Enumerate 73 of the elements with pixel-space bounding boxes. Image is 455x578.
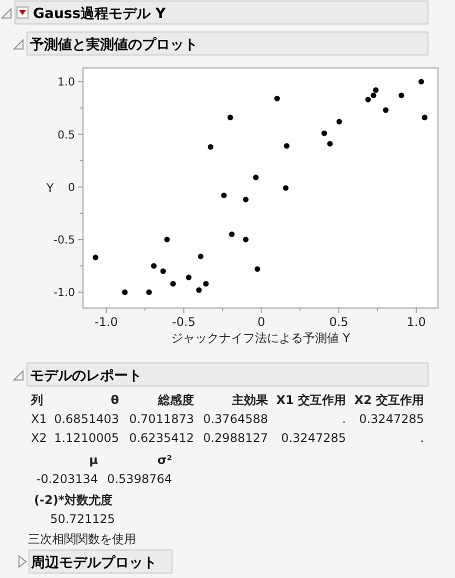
- y-tick-label: -1.0: [54, 286, 75, 300]
- point: [203, 280, 209, 287]
- point: [327, 140, 333, 147]
- text: 0.5398764: [107, 472, 172, 486]
- text: θ: [110, 393, 119, 407]
- y-tick-label: -0.5: [54, 234, 75, 247]
- text: .: [420, 431, 424, 445]
- x-tick-label: 1.0: [406, 315, 426, 329]
- y-tick-label: 1.0: [58, 76, 75, 89]
- text: .: [342, 412, 346, 426]
- point: [418, 78, 424, 84]
- text: 三次相関関数を使用: [28, 532, 136, 546]
- point: [227, 114, 234, 120]
- point: [398, 92, 404, 98]
- x-tick-label: -1.0: [94, 315, 118, 329]
- point: [370, 92, 376, 98]
- text: X1 交互作用: [276, 393, 346, 407]
- point: [186, 274, 192, 280]
- point: [221, 192, 227, 198]
- text: 列: [30, 393, 43, 407]
- text: モデルのレポート: [30, 368, 142, 384]
- point: [242, 196, 249, 202]
- point: [382, 107, 389, 113]
- point: [164, 236, 170, 242]
- point: [365, 96, 371, 102]
- point: [198, 254, 204, 260]
- point: [196, 287, 202, 293]
- text: X1: [31, 412, 47, 426]
- text: X2: [31, 431, 47, 445]
- point: [422, 114, 428, 120]
- x-tick-label: 0.5: [329, 315, 348, 329]
- x-tick-label: -0.5: [172, 315, 196, 329]
- x-axis-title: ジャックナイフ法による予測値 Y: [170, 331, 351, 345]
- point: [274, 96, 280, 102]
- text: 周辺モデルプロット: [30, 554, 157, 571]
- y-tick-label: 0.5: [58, 128, 75, 142]
- text: 0.3247285: [281, 431, 346, 445]
- point: [253, 174, 259, 180]
- point: [122, 289, 128, 296]
- point: [282, 185, 289, 191]
- y-axis-title: Y: [45, 181, 54, 195]
- text: σ²: [157, 453, 172, 467]
- point: [146, 289, 152, 296]
- text: 0.6235412: [129, 431, 194, 445]
- text: 総感度: [157, 393, 194, 407]
- text: 0.3247285: [359, 412, 424, 426]
- chart-subtitle: 予測値と実測値のプロット: [29, 36, 198, 53]
- point: [170, 280, 176, 287]
- point: [160, 268, 166, 274]
- text: (-2)*対数尤度: [34, 493, 113, 507]
- text: 0.3764588: [203, 412, 268, 426]
- text: 0.7011873: [129, 412, 194, 426]
- text: 1.1210005: [54, 431, 119, 445]
- text: 主効果: [231, 393, 269, 407]
- text: 0.6851403: [54, 412, 119, 426]
- point: [151, 263, 157, 269]
- text: 0.2988127: [203, 431, 268, 445]
- text: X2 交互作用: [354, 393, 424, 407]
- point: [321, 130, 328, 136]
- point: [208, 144, 214, 150]
- text: -0.203134: [36, 472, 98, 486]
- point: [284, 143, 290, 149]
- point: [254, 266, 260, 272]
- y-tick-label: 0: [68, 180, 75, 194]
- point: [92, 254, 98, 260]
- point: [373, 87, 379, 93]
- x-tick-label: 0: [257, 315, 266, 329]
- chart-title: Gauss過程モデル Y: [33, 6, 166, 22]
- text: 50.721125: [50, 512, 115, 526]
- text: μ: [89, 453, 98, 467]
- point: [242, 236, 249, 242]
- point: [229, 232, 235, 238]
- point: [336, 118, 342, 124]
